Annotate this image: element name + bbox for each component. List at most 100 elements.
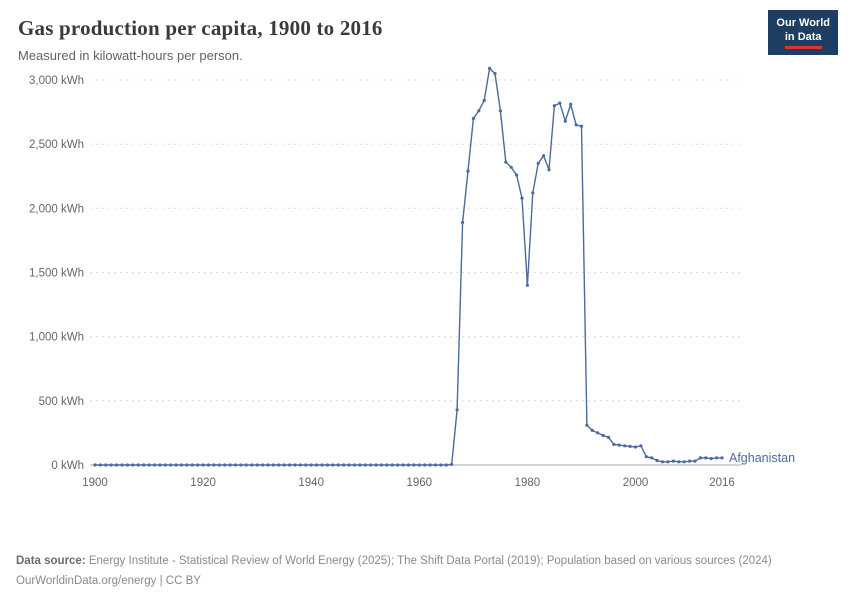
data-point <box>428 463 432 467</box>
data-point <box>671 459 676 463</box>
data-point <box>628 444 632 448</box>
data-point <box>412 463 416 467</box>
data-point <box>660 460 665 464</box>
data-point <box>406 463 411 467</box>
data-point <box>444 463 448 467</box>
data-point <box>212 463 216 467</box>
data-point <box>585 423 589 427</box>
data-point <box>369 463 373 467</box>
data-point <box>363 463 367 467</box>
data-point <box>704 456 708 460</box>
data-point <box>520 196 524 200</box>
data-point <box>266 463 270 467</box>
data-point <box>531 191 535 195</box>
data-point <box>304 463 308 467</box>
data-point <box>288 463 292 467</box>
data-source-label: Data source: <box>16 554 86 567</box>
data-point <box>558 101 562 105</box>
data-point <box>455 408 459 412</box>
data-point <box>504 160 508 164</box>
data-point <box>698 456 703 460</box>
data-point <box>488 66 492 70</box>
data-point <box>385 463 389 467</box>
data-point <box>336 463 340 467</box>
data-point <box>720 456 724 460</box>
data-point <box>98 463 102 467</box>
data-point <box>206 463 211 467</box>
data-point <box>715 456 719 460</box>
data-point <box>574 123 578 127</box>
chart-area: 0 kWh 500 kWh 1,000 kWh 1,500 kWh 2,000 kWh 2… <box>0 65 850 508</box>
data-point <box>498 109 502 113</box>
data-point <box>461 220 465 224</box>
x-axis-tick-label: 2000 <box>623 477 649 489</box>
data-point <box>633 445 638 449</box>
data-point <box>309 463 313 467</box>
data-point <box>542 154 546 158</box>
data-point <box>477 109 481 113</box>
data-point <box>379 463 384 467</box>
data-point <box>228 463 232 467</box>
citation-link[interactable]: OurWorldinData.org/energy | CC BY <box>16 574 201 587</box>
owid-logo[interactable]: Our World in Data <box>768 10 838 55</box>
data-point <box>131 463 135 467</box>
data-point <box>255 463 259 467</box>
data-point <box>688 459 692 463</box>
data-point <box>515 173 519 177</box>
data-point <box>650 456 654 460</box>
data-line <box>95 66 722 466</box>
data-point <box>682 460 686 464</box>
data-point <box>358 463 362 467</box>
data-point <box>174 463 178 467</box>
data-point <box>623 444 627 448</box>
y-axis-tick-label: 2,500 kWh <box>29 139 84 151</box>
data-point <box>482 98 486 103</box>
x-axis-tick-label: 2016 <box>709 477 735 489</box>
data-point <box>563 119 567 123</box>
data-point <box>120 463 124 467</box>
data-point <box>109 463 113 467</box>
data-point <box>244 463 248 467</box>
data-point <box>147 463 151 467</box>
data-point <box>677 460 681 464</box>
data-point <box>433 463 438 467</box>
data-point <box>298 463 302 467</box>
data-point <box>93 463 97 467</box>
data-point <box>261 463 265 467</box>
data-point <box>666 460 670 464</box>
data-point <box>644 455 648 459</box>
data-point <box>152 463 157 467</box>
y-axis-tick-label: 3,000 kWh <box>29 75 84 87</box>
data-point <box>223 463 227 467</box>
x-axis-tick-label: 1940 <box>298 477 324 489</box>
data-point <box>185 463 189 467</box>
data-point <box>709 457 713 461</box>
data-point <box>390 463 394 467</box>
data-point <box>196 463 200 467</box>
data-point <box>493 72 497 76</box>
data-point <box>552 104 557 108</box>
data-point <box>569 102 573 106</box>
data-point <box>315 463 319 467</box>
x-axis-tick-label: 1900 <box>82 477 108 489</box>
y-axis-tick-label: 0 kWh <box>51 460 84 472</box>
data-point <box>536 161 540 165</box>
data-point <box>179 463 184 467</box>
data-point <box>169 463 173 467</box>
data-point <box>233 463 238 467</box>
chart-footer: Data source: Energy Institute - Statisti… <box>16 553 834 591</box>
data-point <box>158 463 162 467</box>
x-axis-tick-label: 1920 <box>190 477 216 489</box>
data-point <box>396 463 400 467</box>
series-label[interactable]: Afghanistan <box>729 451 795 465</box>
data-point <box>347 463 351 467</box>
data-point <box>352 463 356 467</box>
data-point <box>271 463 275 467</box>
data-point <box>320 463 324 467</box>
chart-header: Gas production per capita, 1900 to 2016 … <box>0 0 850 63</box>
data-point <box>125 463 129 467</box>
data-point <box>277 463 281 467</box>
owid-logo-line1: Our World <box>776 17 830 29</box>
data-point <box>401 463 405 467</box>
